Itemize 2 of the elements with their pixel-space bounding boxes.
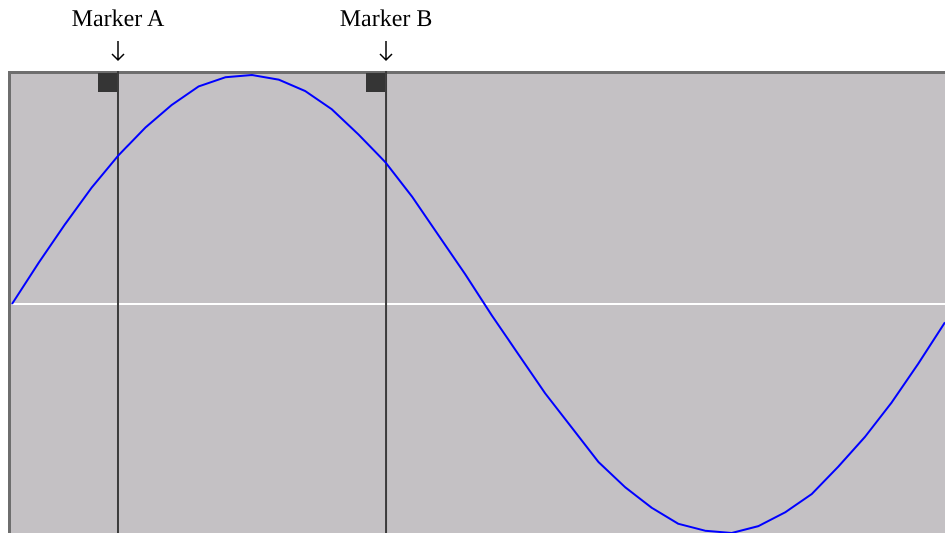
text: Marker A — [72, 6, 164, 33]
text: Marker B — [340, 6, 432, 33]
